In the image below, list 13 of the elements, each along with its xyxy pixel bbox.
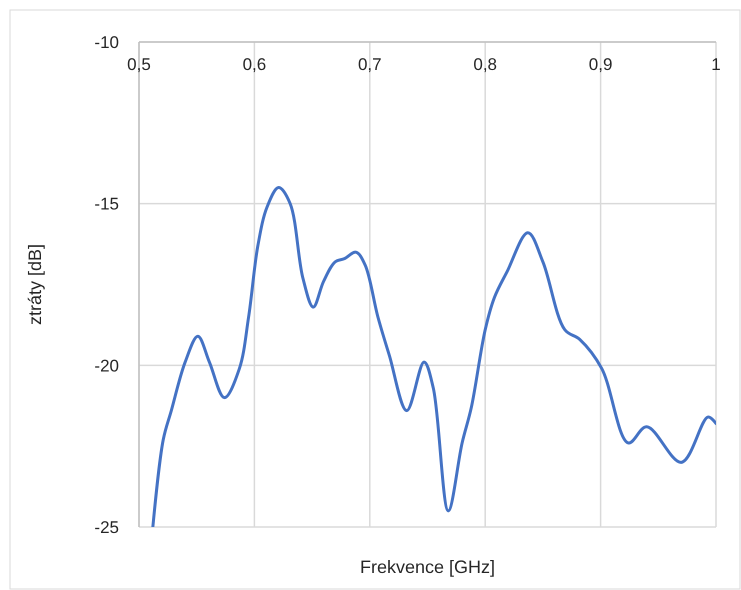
y-tick-label: -10 [94, 33, 119, 52]
x-tick-label: 0,8 [473, 55, 498, 74]
y-tick-label: -20 [94, 356, 119, 376]
x-axis-title: Frekvence [GHz] [360, 557, 496, 577]
y-tick-label: -25 [94, 518, 119, 537]
x-tick-label: 0,7 [358, 55, 382, 74]
x-tick-label: 1 [711, 55, 721, 74]
x-tick-label: 0,5 [127, 55, 151, 74]
y-tick-label: -15 [94, 194, 119, 214]
y-axis-title: ztráty [dB] [25, 244, 45, 326]
x-tick-label: 0,6 [242, 55, 266, 74]
x-tick-label: 0,9 [588, 55, 612, 74]
line-series [151, 186, 716, 527]
